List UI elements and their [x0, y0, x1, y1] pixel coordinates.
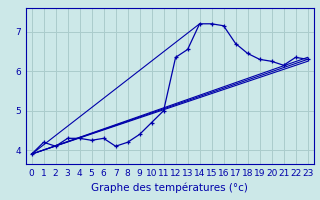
X-axis label: Graphe des températures (°c): Graphe des températures (°c): [91, 182, 248, 193]
